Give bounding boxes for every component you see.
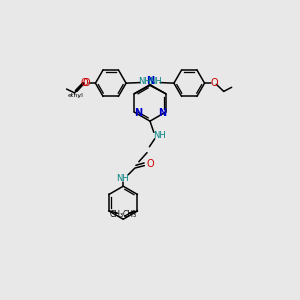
- Text: NH: NH: [138, 77, 151, 86]
- Text: O: O: [82, 78, 90, 88]
- Text: O: O: [80, 78, 88, 88]
- Text: NH: NH: [153, 131, 166, 140]
- Text: NH: NH: [149, 77, 162, 86]
- Text: OC₂H₅: OC₂H₅: [78, 96, 82, 97]
- Text: O: O: [210, 78, 218, 88]
- Text: N: N: [146, 76, 154, 85]
- Text: CH₃: CH₃: [110, 210, 124, 219]
- Text: O: O: [146, 158, 154, 169]
- Text: N: N: [134, 108, 142, 118]
- Text: N: N: [158, 108, 166, 118]
- Text: CH₃: CH₃: [122, 210, 136, 219]
- Text: ethyl: ethyl: [68, 93, 83, 98]
- Text: NH: NH: [116, 174, 129, 183]
